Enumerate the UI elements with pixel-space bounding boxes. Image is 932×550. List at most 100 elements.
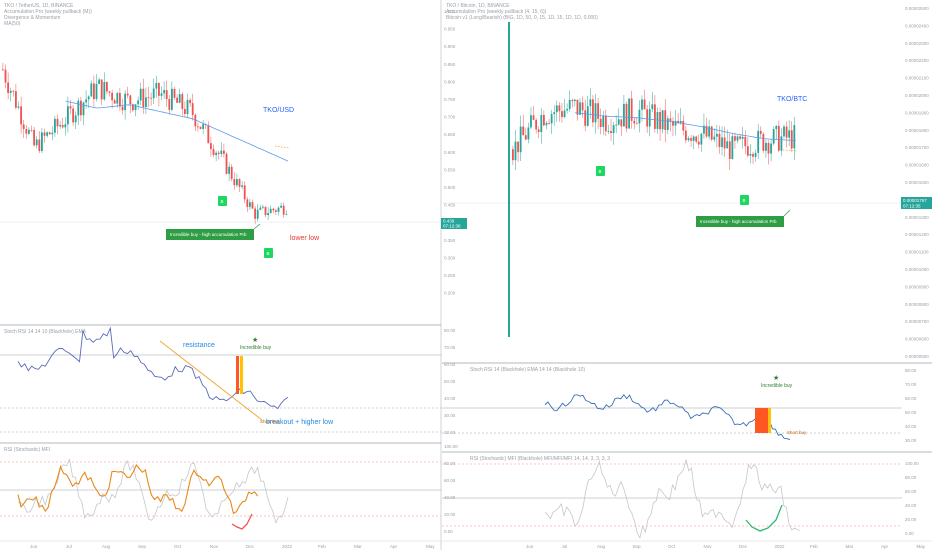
right-price-tick: 0.00001800 — [905, 128, 929, 133]
left-candle — [67, 96, 69, 133]
left-candle — [150, 92, 153, 106]
left-header-line: Divergence & Momentum — [4, 15, 60, 21]
left-candle — [9, 87, 12, 102]
left-candle — [202, 119, 205, 135]
left-price-tick: 0.800 — [444, 79, 456, 84]
right-current-price: 0.00001767 — [903, 198, 927, 203]
left-candle — [129, 94, 132, 114]
right-buy-signal-1: B — [596, 166, 605, 176]
left-candle — [30, 125, 33, 133]
right-rsi-axis: 80.00 70.00 60.00 50.00 40.00 30.00 — [905, 368, 917, 443]
right-candle — [540, 108, 543, 144]
left-price-tick: 0.350 — [444, 238, 456, 243]
right-rsi-tick: 50.00 — [905, 410, 917, 415]
left-candle — [77, 97, 80, 126]
left-candle — [2, 62, 4, 72]
left-header-line: Accumulation Pro (weekly pullback (M)) — [4, 9, 92, 15]
right-candle — [677, 113, 680, 124]
right-candle — [553, 105, 556, 126]
right-candle — [532, 105, 535, 121]
left-stoch-header: RSI (Stochastic) MFI — [4, 447, 50, 453]
right-candle — [780, 128, 783, 156]
right-candle — [586, 95, 589, 127]
left-candle — [56, 114, 59, 135]
right-price-tag — [901, 197, 932, 209]
left-candle — [108, 90, 111, 97]
left-candle — [228, 162, 231, 182]
right-candle — [741, 126, 744, 149]
left-rsi-tick: 20.00 — [444, 430, 456, 435]
left-stoch-tick: 40.00 — [444, 495, 456, 500]
right-candle — [594, 93, 597, 134]
left-signal-bar-1 — [236, 356, 239, 394]
right-candle — [571, 98, 574, 108]
right-candle — [604, 109, 607, 137]
left-candle — [116, 92, 119, 108]
left-candle — [119, 87, 121, 111]
right-forecast-dash — [782, 149, 798, 152]
right-candle — [687, 136, 690, 143]
left-resistance-label: resistance — [183, 342, 215, 349]
right-candle — [703, 113, 705, 139]
left-rsi-tick: 80.00 — [444, 328, 456, 333]
left-header-line: MA(50) — [4, 21, 21, 27]
left-candle — [20, 96, 23, 134]
left-candle — [197, 122, 199, 132]
left-stoch-signal — [17, 458, 289, 524]
left-candle — [254, 206, 257, 225]
left-candle — [41, 128, 43, 154]
left-candle — [171, 81, 173, 112]
left-candle — [181, 92, 184, 116]
left-header: TKO / TetherUS, 1D, BINANCEAccumulation … — [4, 3, 92, 27]
right-stoch-header: RSI (Stochastic) MFI (Blackhole) MFI/MFI… — [470, 456, 610, 462]
left-candle — [212, 144, 215, 158]
right-candle — [783, 124, 785, 139]
left-candle — [98, 77, 101, 85]
left-rsi-tick: 50.00 — [444, 379, 456, 384]
right-time-tick: Mar — [846, 544, 854, 549]
right-time-tick: 2022 — [775, 544, 786, 549]
left-candle — [121, 98, 124, 115]
left-candle — [61, 117, 64, 129]
right-candle — [561, 102, 563, 123]
left-candle — [189, 97, 192, 107]
left-candle — [256, 204, 259, 222]
right-buy-note: Incredible buy - high accumulation Prb — [696, 216, 784, 227]
left-candle — [178, 88, 181, 104]
right-spike-candle — [508, 22, 510, 337]
right-candle — [530, 107, 532, 130]
right-candle — [736, 135, 739, 144]
right-stoch-signal — [544, 458, 801, 539]
right-candle — [788, 120, 791, 147]
right-candle — [527, 122, 530, 144]
left-signal-bar-2 — [240, 356, 243, 394]
left-candle — [246, 196, 249, 213]
right-signal-tag: Short buy — [787, 430, 807, 435]
right-candle — [752, 151, 754, 164]
left-price-tick: 0.250 — [444, 273, 456, 278]
right-candle — [772, 126, 775, 146]
right-candle — [545, 121, 548, 130]
right-candle — [584, 99, 587, 132]
left-candle — [126, 86, 129, 99]
right-candle — [630, 90, 633, 129]
left-price-tick: 0.500 — [444, 185, 456, 190]
left-price-tag — [441, 218, 467, 229]
right-candle — [597, 97, 600, 130]
right-candle — [754, 149, 757, 162]
left-time-tick: Dec — [246, 544, 255, 549]
right-candle — [628, 98, 630, 129]
right-candle — [700, 132, 703, 152]
left-time-tick: 2022 — [282, 544, 293, 549]
right-price-tick: 0.00001700 — [905, 145, 929, 150]
left-stoch-tick: 100.00 — [444, 444, 458, 449]
right-candle — [558, 101, 561, 122]
right-candle — [623, 94, 625, 127]
svg-text:B: B — [267, 251, 270, 256]
left-candle — [95, 74, 98, 102]
left-time-axis: Jun Jul Aug Sep Oct Nov Dec 2022 Feb Mar Apr May — [30, 544, 435, 549]
left-incredible-buy: Incredible buy — [240, 345, 272, 351]
left-time-tick: Aug — [102, 544, 111, 549]
right-price-tick: 0.00002500 — [905, 6, 929, 11]
right-candle — [654, 95, 656, 133]
